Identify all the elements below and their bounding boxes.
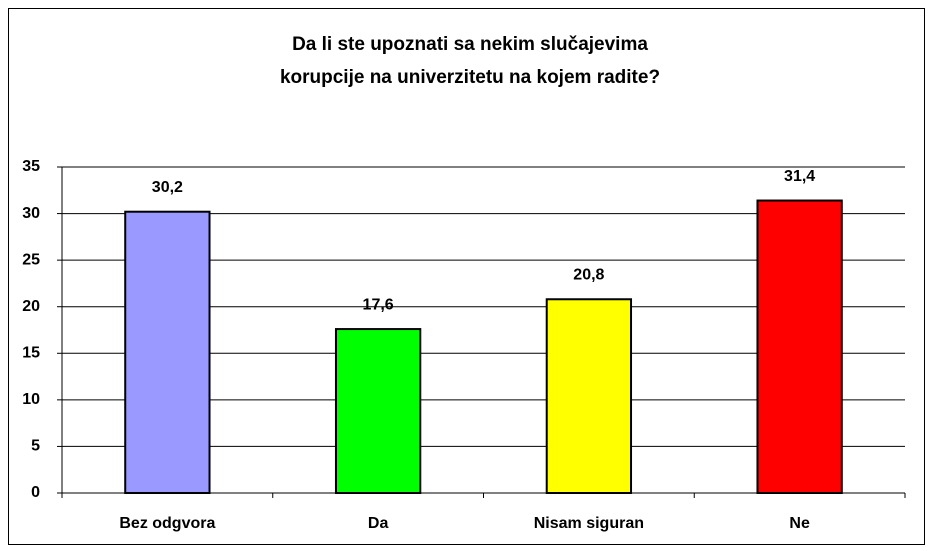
x-tick-label: Ne	[789, 515, 810, 532]
y-tick-label: 30	[22, 205, 40, 222]
x-tick-label: Da	[368, 515, 389, 532]
chart-title: Da li ste upoznati sa nekim slučajevima …	[279, 34, 661, 88]
y-tick-label: 20	[22, 298, 40, 315]
x-tick-label: Bez odgvora	[119, 515, 215, 532]
bar	[124, 210, 211, 495]
bar	[545, 298, 633, 494]
y-tick-label: 25	[22, 251, 40, 268]
y-tick-label: 35	[22, 158, 40, 175]
y-tick-label: 5	[31, 438, 40, 455]
data-label: 17,6	[363, 296, 394, 313]
x-tick-label: Nisam siguran	[534, 515, 644, 532]
bar	[756, 199, 843, 494]
y-tick-label: 0	[31, 484, 40, 501]
y-tick-label: 15	[22, 345, 40, 362]
bar	[334, 328, 422, 494]
data-label: 20,8	[573, 266, 604, 283]
y-tick-label: 10	[22, 391, 40, 408]
data-label: 31,4	[784, 168, 815, 185]
data-label: 30,2	[152, 179, 183, 196]
